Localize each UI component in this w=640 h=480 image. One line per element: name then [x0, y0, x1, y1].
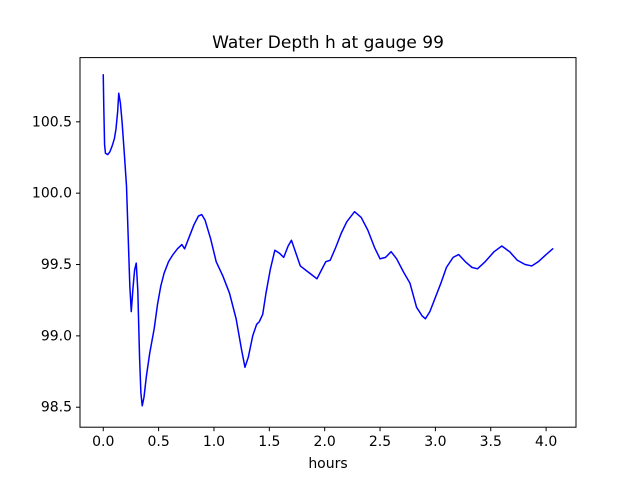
x-tick-label: 2.5: [369, 434, 391, 450]
x-tick-label: 0.5: [147, 434, 169, 450]
y-axis-ticks: 98.5 99.0 99.5 100.0 100.5: [32, 114, 80, 416]
y-tick-label: 100.5: [32, 114, 72, 130]
data-line: [102, 73, 554, 407]
y-tick-label: 99.0: [41, 328, 72, 344]
y-tick-label: 99.5: [41, 257, 72, 273]
x-tick-label: 3.5: [480, 434, 502, 450]
chart-title: Water Depth h at gauge 99: [212, 33, 444, 53]
x-tick-label: 1.0: [203, 434, 225, 450]
x-axis-ticks: 0.0 0.5 1.0 1.5 2.0 2.5 3.0 3.5 4.0: [92, 427, 557, 450]
x-tick-label: 0.0: [92, 434, 114, 450]
x-tick-label: 1.5: [258, 434, 280, 450]
x-tick-label: 4.0: [535, 434, 557, 450]
y-tick-label: 100.0: [32, 186, 72, 202]
plot-border: [79, 57, 577, 428]
x-axis-label: hours: [308, 456, 347, 472]
x-tick-label: 2.0: [314, 434, 336, 450]
x-tick-label: 3.0: [424, 434, 446, 450]
y-tick-label: 98.5: [41, 400, 72, 416]
